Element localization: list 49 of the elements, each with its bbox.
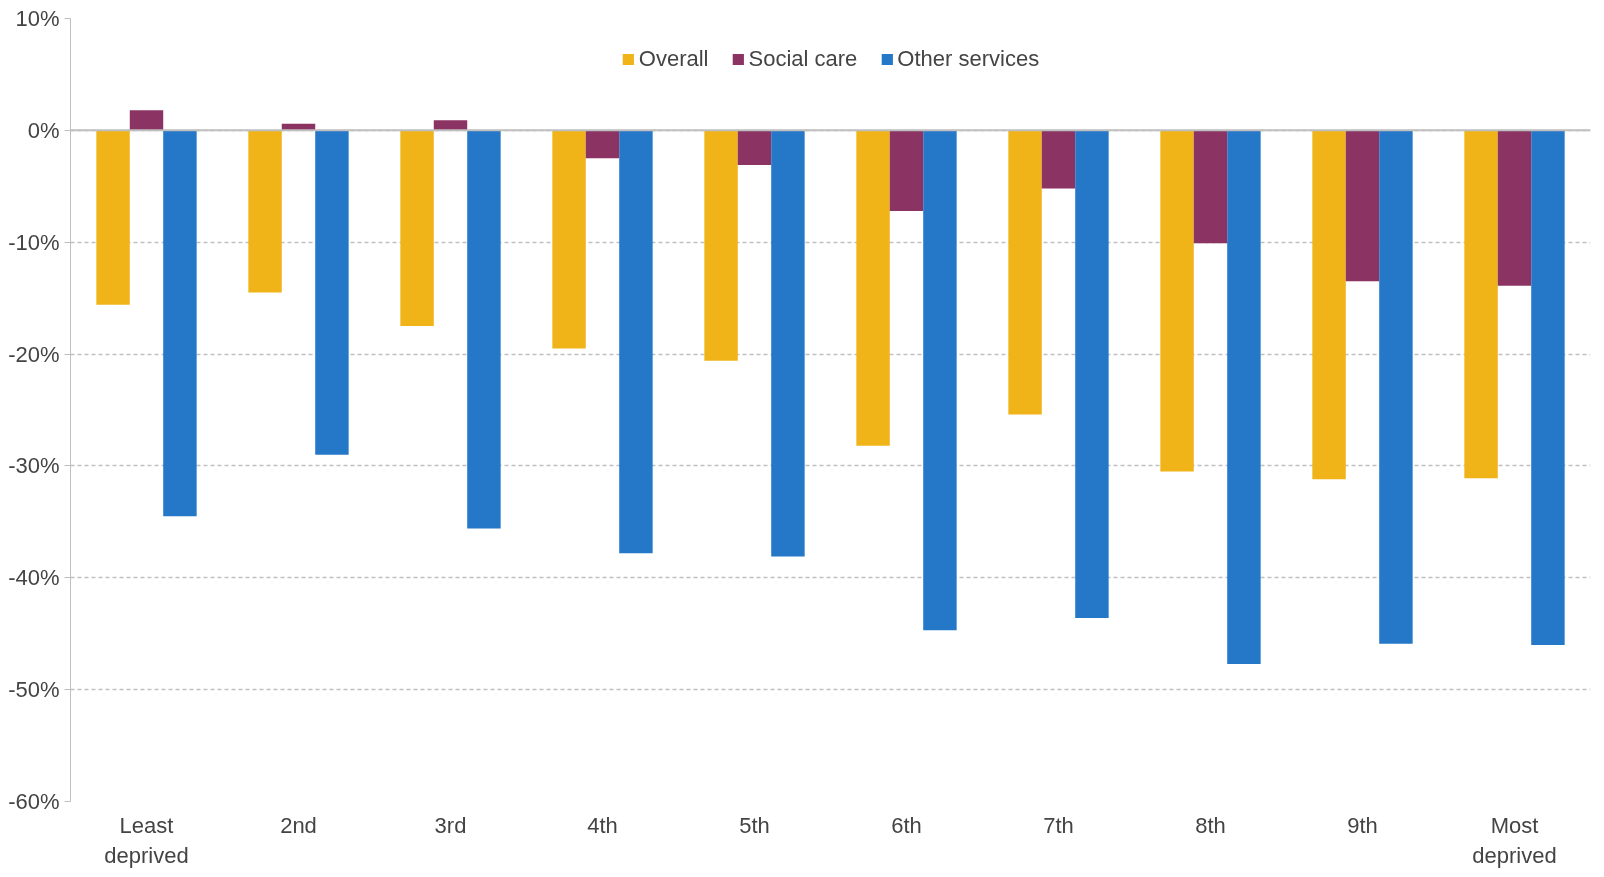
y-tick-label: -30%	[8, 453, 60, 479]
bar	[1464, 130, 1498, 479]
bar	[1160, 130, 1194, 472]
bar	[889, 130, 924, 211]
x-tick-label: 7th	[1043, 812, 1074, 838]
x-tick-label: Most deprived	[1472, 812, 1557, 868]
bar	[1227, 130, 1261, 664]
x-tick-label: 3rd	[434, 812, 467, 838]
bar	[163, 130, 197, 517]
bar	[467, 130, 501, 529]
x-tick-label: Least deprived	[104, 812, 189, 868]
x-tick-label: 2nd	[280, 812, 317, 838]
bar	[1379, 130, 1413, 644]
x-tick-label: 9th	[1347, 812, 1378, 838]
bar	[1497, 130, 1532, 286]
y-tick-label: 10%	[15, 6, 60, 31]
bar	[619, 130, 653, 554]
bar	[771, 130, 805, 557]
x-tick-label: 4th	[587, 812, 618, 838]
bar	[1193, 130, 1228, 244]
bar	[1075, 130, 1109, 619]
legend-label: Other services	[897, 46, 1040, 72]
y-tick-label: -50%	[8, 677, 60, 703]
bar	[248, 130, 282, 293]
bar	[737, 130, 772, 166]
x-tick-label: 8th	[1195, 812, 1226, 838]
bar	[923, 130, 957, 631]
y-tick-label: -20%	[8, 341, 60, 367]
bar	[1008, 130, 1042, 415]
y-tick-label: -60%	[8, 789, 60, 814]
y-tick-label: -40%	[8, 565, 60, 591]
legend-label: Social care	[748, 46, 858, 72]
bar	[1345, 130, 1380, 282]
y-tick-label: 0%	[27, 117, 60, 143]
bar	[585, 130, 620, 159]
bar	[1531, 130, 1565, 645]
legend-label: Overall	[638, 46, 709, 72]
y-tick-label: -10%	[8, 229, 60, 255]
bar	[1312, 130, 1346, 480]
bar	[1041, 130, 1076, 189]
x-tick-label: 5th	[739, 812, 770, 838]
bar	[552, 130, 586, 349]
bar	[96, 130, 130, 305]
bar	[704, 130, 738, 361]
bar	[856, 130, 890, 446]
bar	[400, 130, 434, 327]
bar	[129, 110, 164, 131]
bar	[315, 130, 349, 455]
x-tick-label: 6th	[891, 812, 922, 838]
